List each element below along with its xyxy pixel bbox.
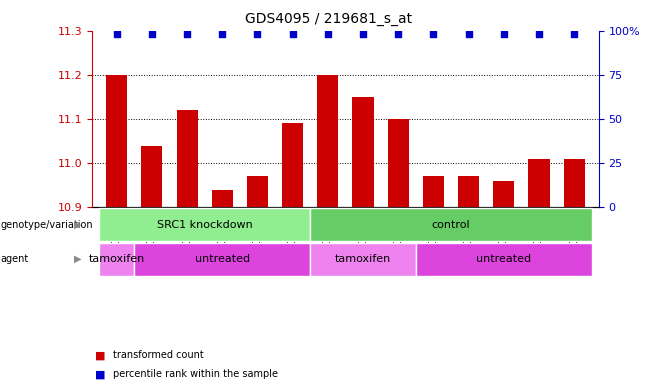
- Bar: [317, 75, 338, 207]
- Point: [111, 31, 122, 37]
- Bar: [212, 190, 233, 207]
- Bar: [458, 176, 479, 207]
- Text: ▶: ▶: [74, 254, 82, 264]
- Bar: [416, 243, 592, 276]
- Text: ■: ■: [95, 369, 106, 379]
- Bar: [494, 181, 515, 207]
- Bar: [353, 97, 374, 207]
- Text: untreated: untreated: [195, 254, 250, 264]
- Bar: [176, 110, 197, 207]
- Point: [534, 31, 544, 37]
- Point: [463, 31, 474, 37]
- Point: [499, 31, 509, 37]
- Point: [358, 31, 368, 37]
- Bar: [388, 119, 409, 207]
- Text: tamoxifen: tamoxifen: [89, 254, 145, 264]
- Text: agent: agent: [1, 254, 29, 264]
- Bar: [99, 243, 134, 276]
- Text: ■: ■: [95, 350, 106, 360]
- Point: [147, 31, 157, 37]
- Bar: [247, 176, 268, 207]
- Text: transformed count: transformed count: [113, 350, 204, 360]
- Point: [182, 31, 192, 37]
- Bar: [564, 159, 585, 207]
- Text: genotype/variation: genotype/variation: [1, 220, 93, 230]
- Point: [428, 31, 439, 37]
- Bar: [106, 75, 127, 207]
- Bar: [311, 208, 592, 241]
- Point: [322, 31, 333, 37]
- Point: [393, 31, 403, 37]
- Text: SRC1 knockdown: SRC1 knockdown: [157, 220, 253, 230]
- Point: [252, 31, 263, 37]
- Text: ▶: ▶: [74, 220, 82, 230]
- Bar: [134, 243, 311, 276]
- Text: control: control: [432, 220, 470, 230]
- Bar: [141, 146, 163, 207]
- Bar: [528, 159, 549, 207]
- Point: [288, 31, 298, 37]
- Text: GDS4095 / 219681_s_at: GDS4095 / 219681_s_at: [245, 12, 413, 25]
- Bar: [99, 208, 311, 241]
- Bar: [423, 176, 444, 207]
- Text: percentile rank within the sample: percentile rank within the sample: [113, 369, 278, 379]
- Bar: [282, 123, 303, 207]
- Bar: [311, 243, 416, 276]
- Point: [217, 31, 228, 37]
- Point: [569, 31, 580, 37]
- Text: untreated: untreated: [476, 254, 532, 264]
- Text: tamoxifen: tamoxifen: [335, 254, 391, 264]
